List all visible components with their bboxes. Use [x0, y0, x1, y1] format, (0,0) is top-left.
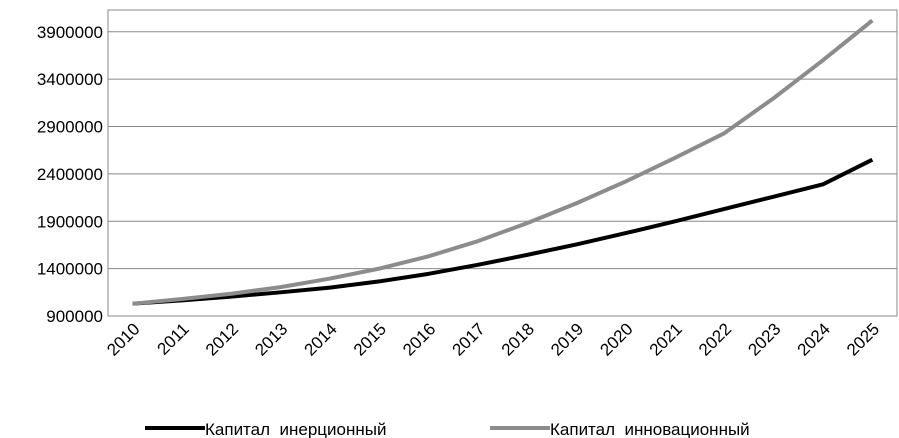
x-tick-label: 2022 [695, 319, 735, 359]
x-tick-label: 2015 [350, 319, 390, 359]
x-tick-label: 2013 [251, 319, 291, 359]
y-tick-label: 1900000 [37, 212, 103, 231]
y-tick-label: 2400000 [37, 165, 103, 184]
y-tick-label: 2900000 [37, 118, 103, 137]
x-tick-label: 2023 [744, 319, 784, 359]
x-tick-label: 2019 [547, 319, 587, 359]
x-tick-label: 2016 [399, 319, 439, 359]
x-tick-label: 2012 [202, 319, 242, 359]
y-tick-label: 3900000 [37, 23, 103, 42]
x-tick-label: 2018 [498, 319, 538, 359]
x-tick-label: 2025 [843, 319, 883, 359]
legend-label: Капитал инерционный [205, 420, 386, 438]
x-tick-label: 2017 [448, 319, 488, 359]
x-tick-label: 2021 [646, 319, 686, 359]
series-line [132, 157, 874, 306]
legend-label: Капитал инновационный [550, 420, 750, 438]
y-tick-label: 3400000 [37, 70, 103, 89]
x-tick-label: 2010 [103, 319, 143, 359]
x-tick-label: 2024 [794, 319, 834, 359]
series-line [132, 18, 874, 306]
x-tick-label: 2014 [301, 319, 341, 359]
y-tick-label: 900000 [46, 307, 103, 326]
plot-area [107, 9, 898, 317]
y-tick-label: 1400000 [37, 260, 103, 279]
x-tick-label: 2020 [596, 319, 636, 359]
x-tick-label: 2011 [154, 319, 193, 358]
